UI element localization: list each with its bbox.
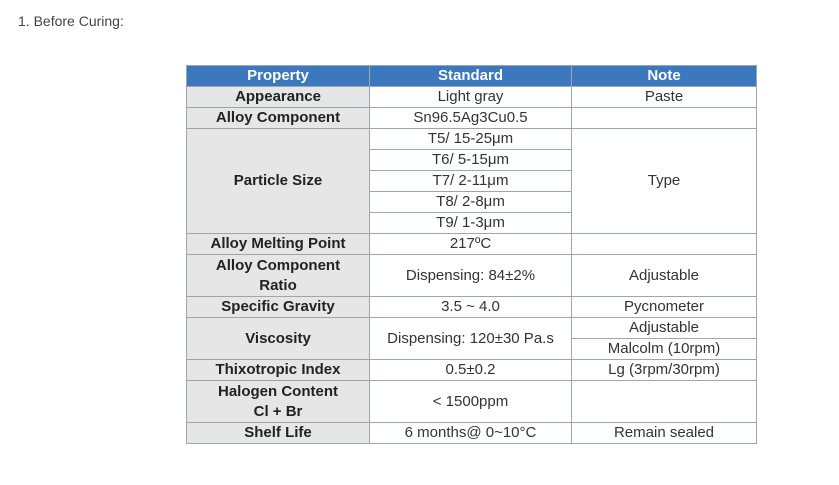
note-cell: Adjustable <box>571 254 757 297</box>
section-heading: 1. Before Curing: <box>18 13 124 29</box>
row: Thixotropic Index 0.5±0.2 Lg (3rpm/30rpm… <box>186 359 757 381</box>
property-cell: Alloy Component Ratio <box>186 254 370 297</box>
property-cell: Thixotropic Index <box>186 359 370 381</box>
property-cell: Alloy Melting Point <box>186 233 370 255</box>
note-cell <box>571 107 757 129</box>
row: Alloy Component Ratio Dispensing: 84±2% … <box>186 254 757 297</box>
standard-cell: 6 months@ 0~10°C <box>369 422 572 444</box>
standard-cell: T8/ 2-8μm <box>369 191 572 213</box>
property-cell: Particle Size <box>186 128 370 234</box>
standard-cell: Dispensing: 84±2% <box>369 254 572 297</box>
standard-cell: T7/ 2-11μm <box>369 170 572 192</box>
header-cell: Property <box>186 65 370 87</box>
row: Shelf Life 6 months@ 0~10°C Remain seale… <box>186 422 757 444</box>
standard-cell: 217ºC <box>369 233 572 255</box>
row: Viscosity Dispensing: 120±30 Pa.s Adjust… <box>186 317 757 360</box>
row: Alloy Melting Point 217ºC <box>186 233 757 255</box>
property-cell: Specific Gravity <box>186 296 370 318</box>
row: Halogen Content Cl + Br < 1500ppm <box>186 380 757 423</box>
note-cell: Malcolm (10rpm) <box>571 338 757 360</box>
standard-cell: 3.5 ~ 4.0 <box>369 296 572 318</box>
note-cell: Pycnometer <box>571 296 757 318</box>
standard-cell: T6/ 5-15μm <box>369 149 572 171</box>
property-cell: Halogen Content Cl + Br <box>186 380 370 423</box>
standard-cell: 0.5±0.2 <box>369 359 572 381</box>
header-row: Property Standard Note <box>186 65 757 87</box>
standard-cell: < 1500ppm <box>369 380 572 423</box>
standard-cell: Dispensing: 120±30 Pa.s <box>369 317 572 360</box>
row: Malcolm (10rpm) <box>187 338 757 360</box>
note-cell: Paste <box>571 86 757 108</box>
property-cell: Viscosity <box>186 317 370 360</box>
row: Alloy Component Sn96.5Ag3Cu0.5 <box>186 107 757 129</box>
property-cell: Shelf Life <box>186 422 370 444</box>
property-cell: Appearance <box>186 86 370 108</box>
header-cell: Note <box>571 65 757 87</box>
standard-cell: T9/ 1-3μm <box>369 212 572 234</box>
header-cell: Standard <box>369 65 572 87</box>
row: Specific Gravity 3.5 ~ 4.0 Pycnometer <box>186 296 757 318</box>
row: Particle Size T5/ 15-25μm Type <box>186 128 757 234</box>
standard-cell: Sn96.5Ag3Cu0.5 <box>369 107 572 129</box>
note-cell: Remain sealed <box>571 422 757 444</box>
property-cell: Alloy Component <box>186 107 370 129</box>
standard-cell: T5/ 15-25μm <box>369 128 572 150</box>
properties-table: Property Standard Note Appearance Light … <box>186 65 757 444</box>
standard-cell: Light gray <box>369 86 572 108</box>
note-cell: Adjustable <box>571 317 757 339</box>
note-cell: Type <box>571 128 757 234</box>
note-cell: Lg (3rpm/30rpm) <box>571 359 757 381</box>
note-cell <box>571 233 757 255</box>
row: Appearance Light gray Paste <box>186 86 757 108</box>
note-cell <box>571 380 757 423</box>
